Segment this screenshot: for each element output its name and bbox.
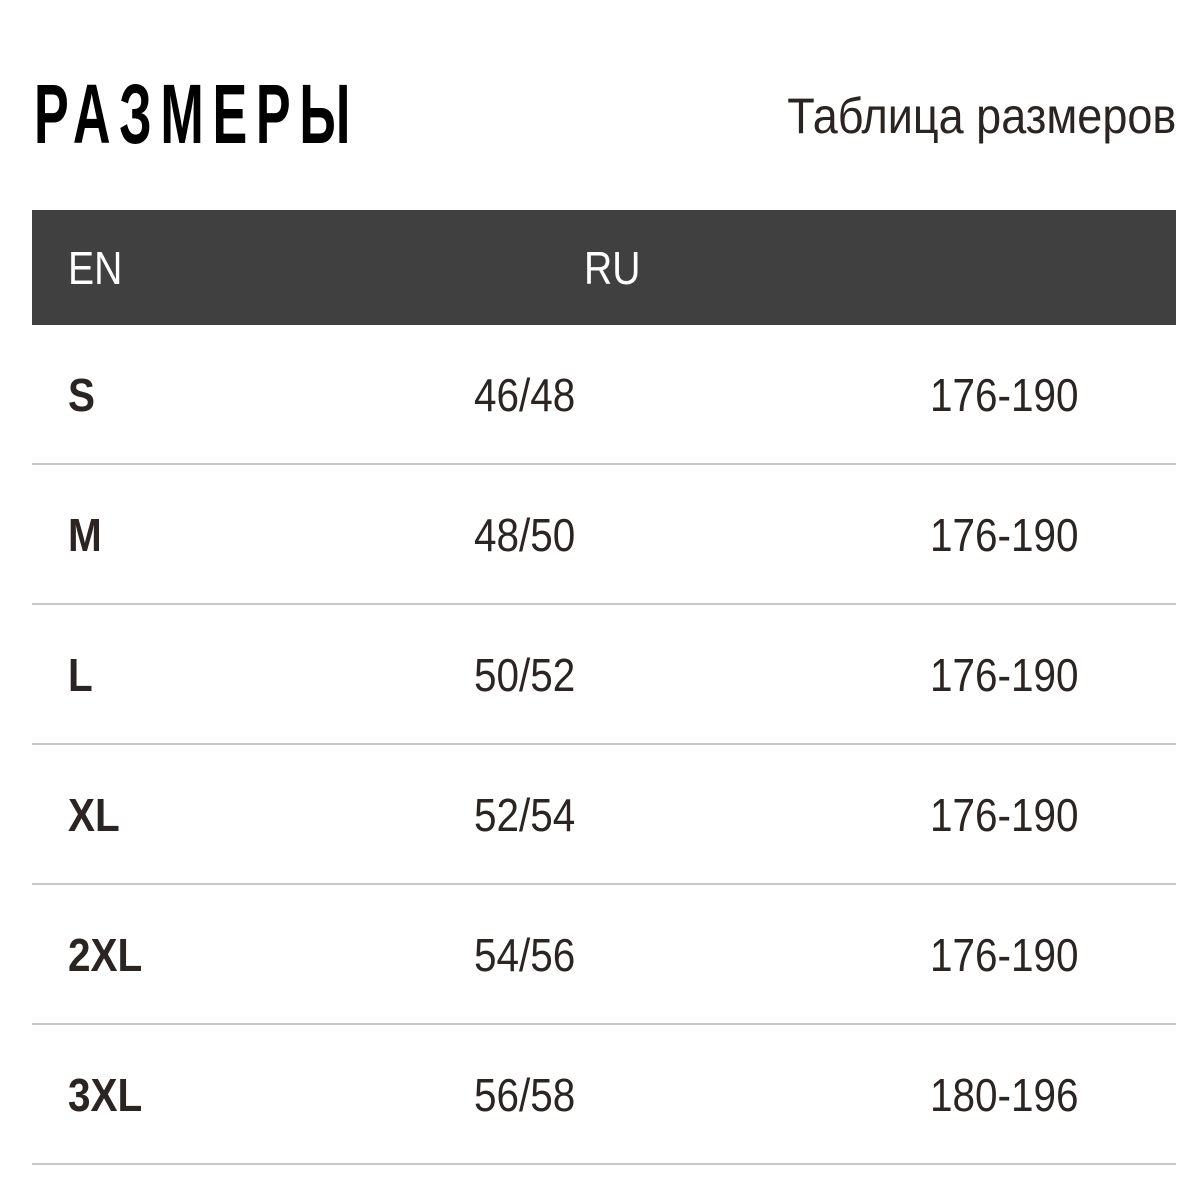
height-range-cell: 180-196 — [930, 1069, 1079, 1121]
size-ru-cell: 56/58 — [474, 1069, 576, 1121]
table-row: 2XL 54/56 176-190 — [32, 885, 1176, 1025]
size-en-cell: 3XL — [68, 1069, 143, 1121]
size-chart-subtitle: Таблица размеров — [786, 88, 1176, 144]
page-title: РАЗМЕРЫ — [34, 67, 360, 161]
size-en-cell: 2XL — [68, 929, 143, 981]
size-en-cell: XL — [68, 789, 120, 841]
table-row: L 50/52 176-190 — [32, 605, 1176, 745]
table-row: M 48/50 176-190 — [32, 465, 1176, 605]
size-en-cell: M — [68, 509, 102, 561]
size-en-cell: S — [68, 369, 96, 421]
size-ru-cell: 48/50 — [474, 509, 576, 561]
column-header-ru: RU — [584, 242, 641, 294]
height-range-cell: 176-190 — [930, 649, 1079, 701]
size-ru-cell: 46/48 — [474, 369, 576, 421]
size-en-cell: L — [68, 649, 93, 701]
height-range-cell: 176-190 — [930, 509, 1079, 561]
table-row: 3XL 56/58 180-196 — [32, 1025, 1176, 1165]
size-ru-cell: 52/54 — [474, 789, 576, 841]
height-range-cell: 176-190 — [930, 369, 1079, 421]
table-row: XL 52/54 176-190 — [32, 745, 1176, 885]
column-header-en: EN — [68, 242, 123, 294]
table-header: EN RU — [32, 210, 1176, 325]
table-row: S 46/48 176-190 — [32, 325, 1176, 465]
height-range-cell: 176-190 — [930, 789, 1079, 841]
height-range-cell: 176-190 — [930, 929, 1079, 981]
size-ru-cell: 50/52 — [474, 649, 576, 701]
size-ru-cell: 54/56 — [474, 929, 576, 981]
